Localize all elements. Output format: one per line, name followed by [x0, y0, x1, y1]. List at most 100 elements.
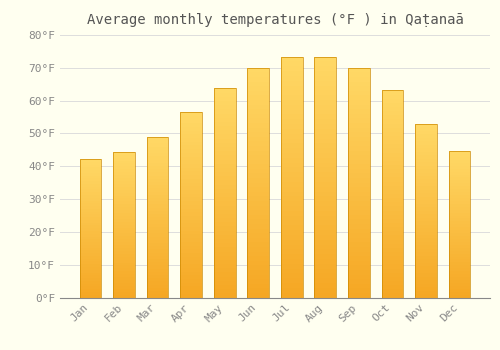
- Bar: [281, 206, 302, 211]
- Bar: [146, 262, 169, 265]
- Bar: [314, 278, 336, 283]
- Bar: [180, 246, 202, 249]
- Bar: [382, 144, 404, 148]
- Bar: [415, 148, 437, 152]
- Bar: [448, 254, 470, 257]
- Bar: [281, 220, 302, 225]
- Bar: [448, 183, 470, 186]
- Bar: [281, 191, 302, 196]
- Bar: [80, 187, 102, 189]
- Bar: [146, 259, 169, 262]
- Bar: [146, 246, 169, 249]
- Bar: [80, 231, 102, 234]
- Bar: [80, 248, 102, 250]
- Bar: [382, 277, 404, 281]
- Bar: [80, 189, 102, 192]
- Bar: [415, 162, 437, 166]
- Bar: [146, 288, 169, 291]
- Bar: [248, 132, 269, 137]
- Bar: [113, 172, 135, 175]
- Bar: [314, 153, 336, 158]
- Bar: [448, 277, 470, 280]
- Bar: [281, 134, 302, 139]
- Bar: [146, 204, 169, 208]
- Bar: [214, 222, 236, 226]
- Bar: [448, 262, 470, 265]
- Bar: [180, 279, 202, 283]
- Bar: [113, 184, 135, 187]
- Bar: [80, 164, 102, 167]
- Bar: [314, 187, 336, 191]
- Bar: [180, 131, 202, 134]
- Bar: [180, 134, 202, 138]
- Bar: [415, 218, 437, 221]
- Bar: [180, 149, 202, 153]
- Bar: [113, 169, 135, 172]
- Bar: [146, 240, 169, 243]
- Bar: [382, 148, 404, 153]
- Bar: [314, 95, 336, 100]
- Bar: [415, 273, 437, 276]
- Bar: [180, 112, 202, 298]
- Bar: [214, 193, 236, 197]
- Bar: [214, 89, 236, 298]
- Bar: [146, 233, 169, 237]
- Bar: [415, 290, 437, 294]
- Bar: [113, 280, 135, 283]
- Bar: [448, 175, 470, 177]
- Bar: [281, 172, 302, 177]
- Bar: [146, 153, 169, 156]
- Bar: [314, 90, 336, 95]
- Bar: [214, 260, 236, 264]
- Bar: [146, 294, 169, 297]
- Bar: [348, 150, 370, 155]
- Bar: [281, 158, 302, 163]
- Bar: [415, 256, 437, 259]
- Bar: [180, 220, 202, 223]
- Bar: [214, 281, 236, 285]
- Bar: [180, 194, 202, 197]
- Bar: [180, 286, 202, 290]
- Bar: [415, 173, 437, 176]
- Bar: [248, 123, 269, 127]
- Bar: [180, 275, 202, 279]
- Bar: [281, 105, 302, 110]
- Bar: [448, 166, 470, 169]
- Bar: [314, 216, 336, 220]
- Bar: [348, 201, 370, 206]
- Bar: [146, 285, 169, 288]
- Bar: [113, 190, 135, 193]
- Bar: [314, 114, 336, 119]
- Bar: [281, 235, 302, 240]
- Bar: [382, 264, 404, 268]
- Bar: [415, 159, 437, 162]
- Bar: [415, 176, 437, 180]
- Bar: [415, 287, 437, 290]
- Bar: [415, 242, 437, 245]
- Bar: [448, 195, 470, 198]
- Bar: [348, 224, 370, 229]
- Bar: [180, 249, 202, 253]
- Bar: [281, 95, 302, 100]
- Bar: [248, 293, 269, 298]
- Bar: [113, 262, 135, 265]
- Bar: [382, 124, 404, 128]
- Bar: [348, 265, 370, 270]
- Bar: [348, 114, 370, 118]
- Bar: [448, 227, 470, 230]
- Bar: [348, 95, 370, 100]
- Bar: [382, 206, 404, 211]
- Bar: [146, 144, 169, 147]
- Bar: [214, 105, 236, 110]
- Bar: [80, 259, 102, 261]
- Bar: [113, 181, 135, 184]
- Bar: [214, 134, 236, 139]
- Bar: [248, 284, 269, 288]
- Bar: [248, 141, 269, 146]
- Bar: [214, 276, 236, 281]
- Bar: [314, 158, 336, 163]
- Bar: [382, 161, 404, 165]
- Bar: [80, 201, 102, 203]
- Bar: [382, 136, 404, 140]
- Bar: [281, 225, 302, 230]
